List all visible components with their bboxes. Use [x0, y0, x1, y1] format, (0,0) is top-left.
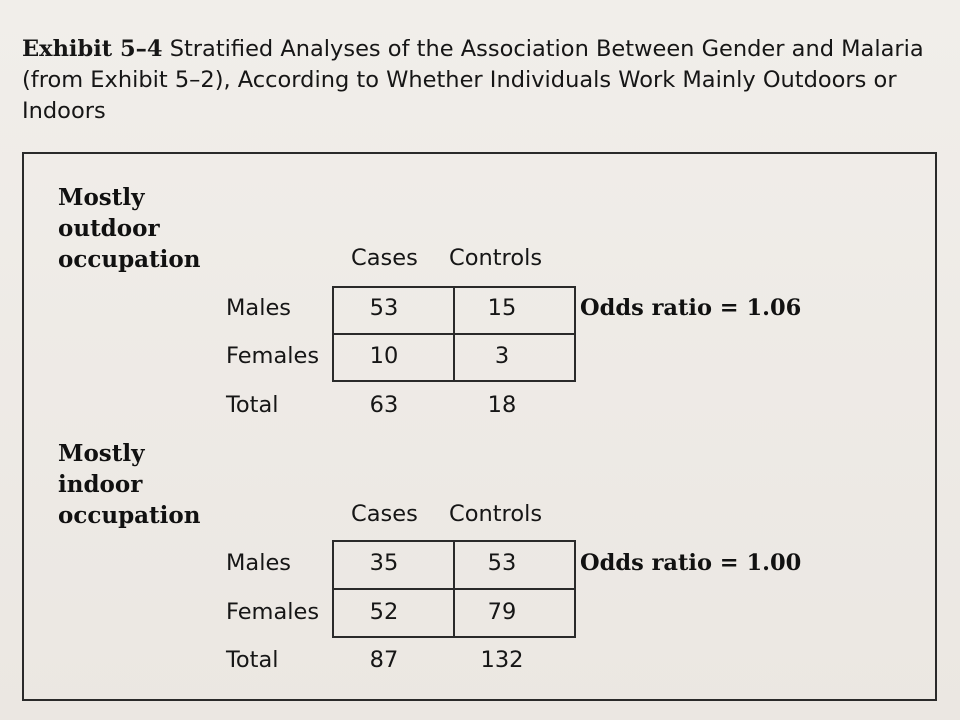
row-label-females: Females	[226, 599, 320, 625]
outdoor-males-controls: 15	[487, 295, 517, 321]
column-header-controls: Controls	[449, 501, 543, 527]
stratum-indoor-title: Mostly indoor occupation	[58, 438, 200, 531]
stratum-title-line: Mostly	[58, 184, 145, 211]
indoor-females-controls: 79	[487, 599, 517, 625]
outdoor-males-cases: 53	[369, 295, 399, 321]
indoor-females-cases: 52	[369, 599, 399, 625]
grid-divider-horizontal	[334, 333, 574, 335]
indoor-total-cases: 87	[369, 647, 399, 673]
row-label-males: Males	[226, 295, 292, 321]
exhibit-number: Exhibit 5–4	[22, 36, 163, 62]
outdoor-females-controls: 3	[494, 343, 510, 369]
outdoor-total-cases: 63	[369, 392, 399, 418]
row-label-total: Total	[226, 647, 279, 673]
exhibit-frame: Mostly outdoor occupation Cases Controls…	[22, 152, 937, 701]
outdoor-females-cases: 10	[369, 343, 399, 369]
stratum-title-line: indoor	[58, 471, 143, 498]
column-header-cases: Cases	[351, 501, 418, 527]
grid-divider-horizontal	[334, 588, 574, 590]
row-label-males: Males	[226, 550, 292, 576]
outdoor-odds-ratio: Odds ratio = 1.06	[580, 295, 802, 321]
indoor-males-controls: 53	[487, 550, 517, 576]
stratum-title-line: occupation	[58, 246, 201, 273]
stratum-title-line: occupation	[58, 502, 201, 529]
indoor-males-cases: 35	[369, 550, 399, 576]
indoor-total-controls: 132	[480, 647, 524, 673]
indoor-odds-ratio: Odds ratio = 1.00	[580, 550, 802, 576]
outdoor-total-controls: 18	[487, 392, 517, 418]
stratum-title-line: outdoor	[58, 215, 160, 242]
exhibit-caption: Exhibit 5–4 Stratified Analyses of the A…	[22, 34, 937, 127]
row-label-total: Total	[226, 392, 279, 418]
outdoor-2x2-grid	[332, 286, 576, 382]
stratum-title-line: Mostly	[58, 440, 145, 467]
column-header-controls: Controls	[449, 245, 543, 271]
row-label-females: Females	[226, 343, 320, 369]
exhibit-title: Stratified Analyses of the Association B…	[22, 36, 924, 124]
indoor-2x2-grid	[332, 540, 576, 638]
column-header-cases: Cases	[351, 245, 418, 271]
stratum-outdoor-title: Mostly outdoor occupation	[58, 182, 200, 275]
